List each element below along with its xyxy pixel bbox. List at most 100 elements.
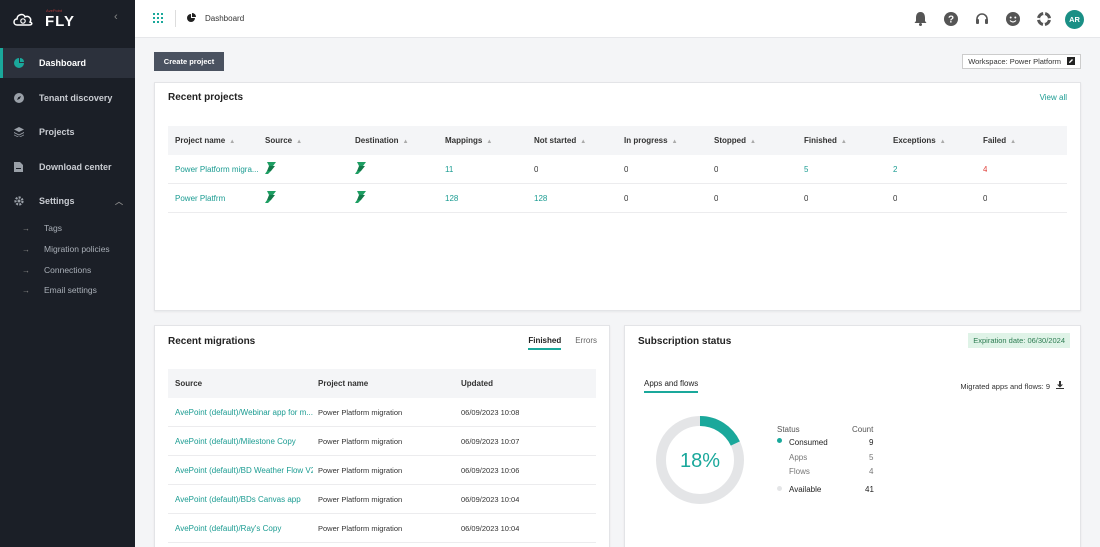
arrow-right-icon: → xyxy=(22,265,30,275)
col-stopped[interactable]: Stopped ▲ xyxy=(714,136,756,145)
lifebuoy-icon[interactable] xyxy=(1034,9,1054,29)
consumed-count: 9 xyxy=(869,438,874,447)
col-finished[interactable]: Finished ▲ xyxy=(804,136,847,145)
in-progress-value: 0 xyxy=(624,193,629,203)
migrated-count: Migrated apps and flows: 9 xyxy=(960,381,1064,391)
subscription-status-title: Subscription status xyxy=(638,336,732,347)
usage-donut-chart: 18% xyxy=(656,416,744,504)
recent-projects-card: Recent projects View all Project name ▲ S… xyxy=(154,82,1081,311)
sidebar-item-settings[interactable]: Settings ︿ xyxy=(0,186,135,216)
bell-icon[interactable] xyxy=(910,9,930,29)
col-project-name[interactable]: Project name ▲ xyxy=(175,136,236,145)
sidebar-subitem-label: Email settings xyxy=(44,285,97,295)
available-label: Available xyxy=(789,485,822,494)
consumed-dot-icon xyxy=(777,438,782,443)
help-icon[interactable]: ? xyxy=(941,9,961,29)
count-header: Count xyxy=(852,425,874,434)
project-name-link[interactable]: Power Platfrm xyxy=(175,193,226,203)
source-link[interactable]: AvePoint (default)/BDs Canvas app xyxy=(175,494,301,504)
mappings-value[interactable]: 11 xyxy=(445,164,454,174)
sort-icon: ▲ xyxy=(671,139,678,145)
source-link[interactable]: AvePoint (default)/BD Weather Flow V2 xyxy=(175,465,313,475)
col-source[interactable]: Source ▲ xyxy=(265,136,303,145)
source-link[interactable]: AvePoint (default)/Webinar app for m... xyxy=(175,407,313,417)
donut-percent-label: 18% xyxy=(680,450,720,472)
col-project-name[interactable]: Project name xyxy=(318,379,369,388)
feedback-smile-icon[interactable] xyxy=(1003,9,1023,29)
sidebar-subitem-email-settings[interactable]: → Email settings xyxy=(22,285,97,295)
view-all-link[interactable]: View all xyxy=(1039,93,1067,102)
col-source[interactable]: Source xyxy=(175,379,203,388)
col-exceptions[interactable]: Exceptions ▲ xyxy=(893,136,946,145)
sidebar-item-label: Dashboard xyxy=(39,58,87,68)
file-download-icon xyxy=(13,162,24,173)
col-updated[interactable]: Updated xyxy=(461,379,493,388)
tab-errors[interactable]: Errors xyxy=(575,336,597,345)
tab-finished[interactable]: Finished xyxy=(528,336,562,350)
sort-icon: ▲ xyxy=(750,139,756,145)
updated-time: 06/09/2023 10:08 xyxy=(461,407,520,417)
sidebar-item-dashboard[interactable]: Dashboard xyxy=(0,48,135,78)
sidebar-subitem-label: Migration policies xyxy=(44,244,110,254)
col-in-progress[interactable]: In progress ▲ xyxy=(624,136,678,145)
exceptions-value[interactable]: 2 xyxy=(893,164,898,174)
power-automate-icon xyxy=(355,191,367,205)
project-name: Power Platform migration xyxy=(318,407,403,417)
brand-small-text: AvePoint xyxy=(46,8,62,13)
sort-icon: ▲ xyxy=(229,139,236,145)
sidebar-subitem-tags[interactable]: → Tags xyxy=(22,223,62,233)
migrations-table-header: Source Project name Updated xyxy=(168,369,596,398)
workspace-selector[interactable]: Workspace: Power Platform xyxy=(962,54,1081,69)
sidebar-subitem-label: Connections xyxy=(44,265,92,275)
headset-icon[interactable] xyxy=(972,9,992,29)
recent-migrations-card: Recent migrations Finished Errors Source… xyxy=(154,325,610,547)
workspace-label: Workspace: Power Platform xyxy=(968,57,1061,66)
tab-apps-and-flows[interactable]: Apps and flows xyxy=(644,379,699,393)
power-automate-icon xyxy=(265,191,277,205)
project-name: Power Platform migration xyxy=(318,465,403,475)
col-mappings[interactable]: Mappings ▲ xyxy=(445,136,493,145)
sidebar-item-download-center[interactable]: Download center xyxy=(0,152,135,182)
avatar[interactable]: AR xyxy=(1065,9,1084,29)
sidebar-item-projects[interactable]: Projects xyxy=(0,117,135,147)
app-launcher-icon[interactable] xyxy=(153,13,163,25)
dashboard-icon xyxy=(186,13,196,25)
download-icon[interactable] xyxy=(1056,381,1064,391)
stopped-value: 0 xyxy=(714,193,719,203)
brand-name: FLY xyxy=(45,13,75,30)
finished-value: 0 xyxy=(804,193,809,203)
col-not-started[interactable]: Not started ▲ xyxy=(534,136,587,145)
sidebar-item-label: Settings xyxy=(39,196,75,206)
table-row: AvePoint (default)/Webinar app for m... … xyxy=(168,398,596,427)
create-project-button[interactable]: Create project xyxy=(154,52,224,71)
not-started-value: 0 xyxy=(534,164,539,174)
sidebar-subitem-connections[interactable]: → Connections xyxy=(22,265,91,275)
mappings-value[interactable]: 128 xyxy=(445,193,459,203)
source-link[interactable]: AvePoint (default)/Milestone Copy xyxy=(175,436,296,446)
dashboard-icon xyxy=(13,58,24,69)
source-link[interactable]: AvePoint (default)/Ray's Copy xyxy=(175,523,282,533)
migration-tabs: Finished Errors xyxy=(514,336,597,350)
consumed-label: Consumed xyxy=(789,438,828,447)
project-name-link[interactable]: Power Platform migra... xyxy=(175,164,259,174)
donut-consumed-arc xyxy=(656,416,744,504)
col-failed[interactable]: Failed ▲ xyxy=(983,136,1017,145)
project-name: Power Platform migration xyxy=(318,494,403,504)
sort-icon: ▲ xyxy=(1010,139,1017,145)
finished-value[interactable]: 5 xyxy=(804,164,809,174)
sort-icon: ▲ xyxy=(402,139,409,145)
sidebar-item-label: Projects xyxy=(39,127,75,137)
failed-value[interactable]: 4 xyxy=(983,164,988,174)
layers-icon xyxy=(13,127,24,138)
col-destination[interactable]: Destination ▲ xyxy=(355,136,409,145)
svg-text:?: ? xyxy=(948,15,954,26)
updated-time: 06/09/2023 10:04 xyxy=(461,494,520,504)
sort-icon: ▲ xyxy=(296,139,303,145)
sidebar-subitem-migration-policies[interactable]: → Migration policies xyxy=(22,244,110,254)
not-started-value[interactable]: 128 xyxy=(534,193,548,203)
collapse-sidebar-icon[interactable]: ‹ xyxy=(114,11,118,23)
fly-logo[interactable]: AvePoint FLY xyxy=(12,8,74,30)
sidebar-item-tenant-discovery[interactable]: Tenant discovery xyxy=(0,83,135,113)
available-dot-icon xyxy=(777,486,782,491)
edit-icon xyxy=(1067,56,1075,67)
